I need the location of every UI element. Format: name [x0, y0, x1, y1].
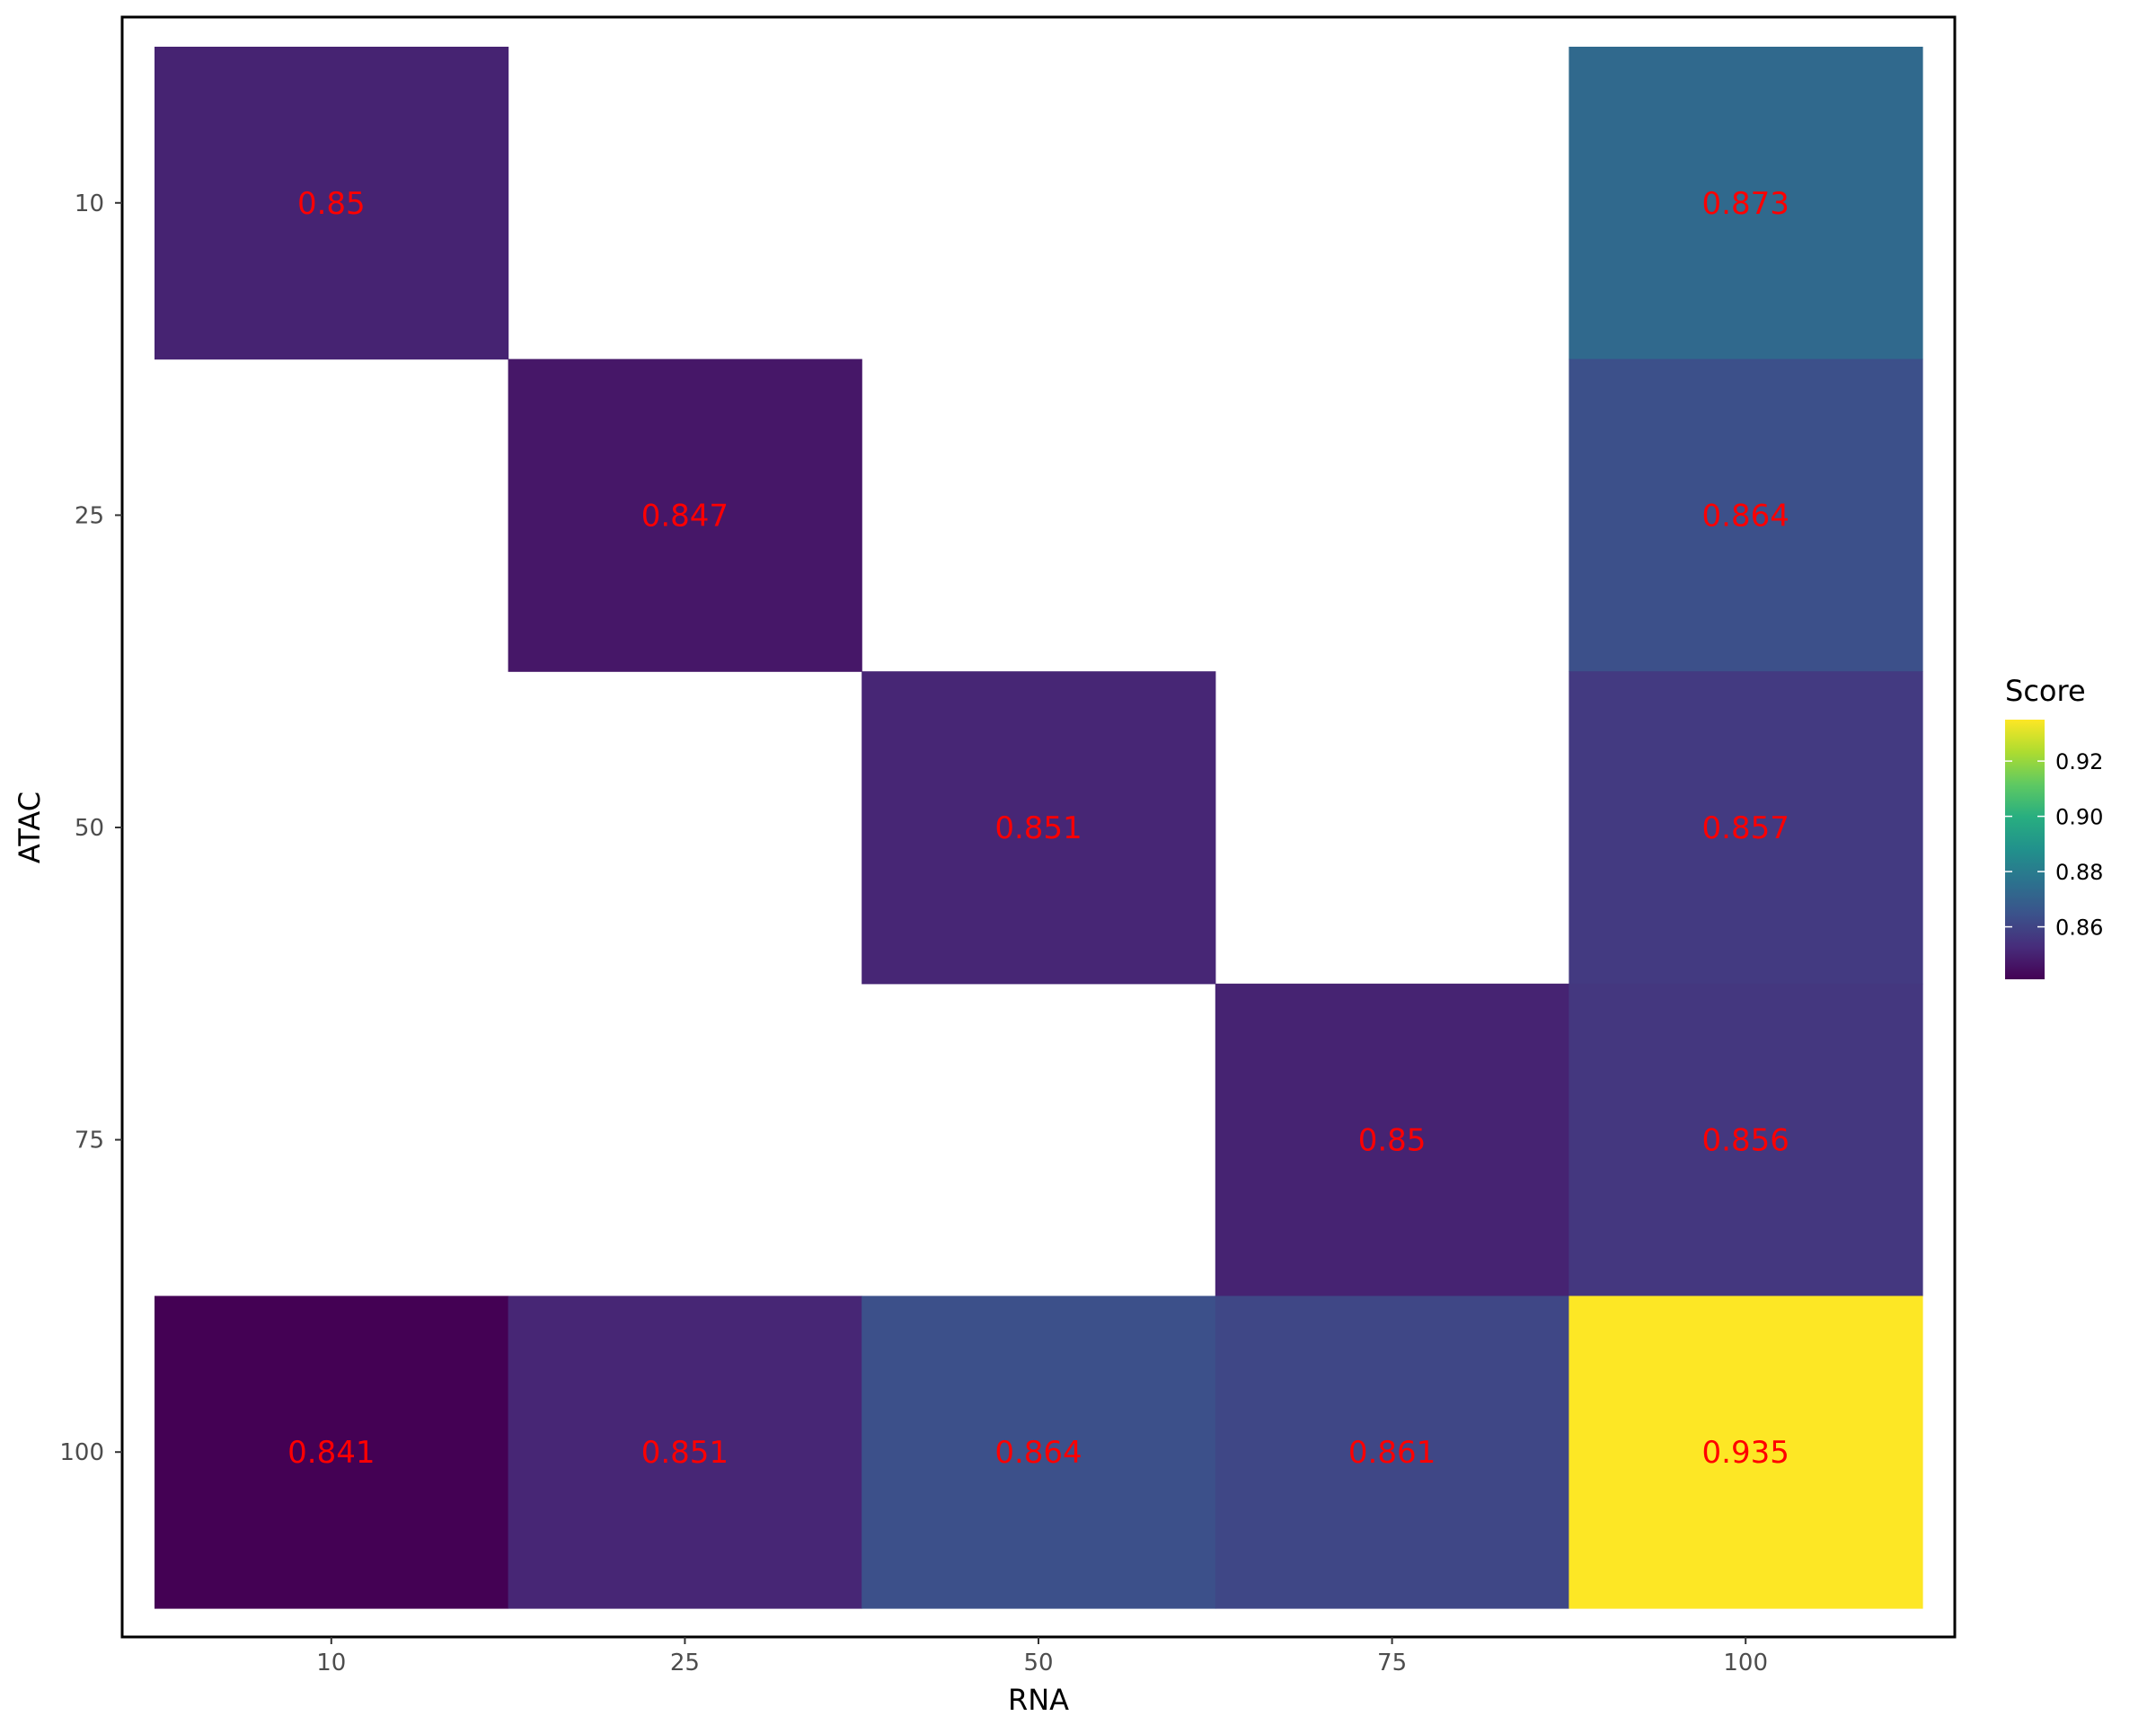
heatmap-cell [1215, 1296, 1569, 1609]
x-tick-label: 25 [670, 1650, 700, 1676]
cell-value-label: 0.85 [1358, 1123, 1427, 1159]
legend-tick-label: 0.90 [2055, 805, 2103, 830]
cell-value-label: 0.851 [641, 1435, 729, 1471]
color-legend: Score 0.86 0.88 0.90 0.92 [2005, 674, 2103, 979]
legend-colorbar [2005, 720, 2045, 979]
heatmap-cell [1568, 1296, 1923, 1609]
x-axis-title: RNA [1008, 1683, 1069, 1717]
cell-value-label: 0.864 [994, 1435, 1082, 1471]
y-tick-label: 50 [75, 815, 104, 842]
heatmap-cell [508, 358, 862, 672]
cell-value-label: 0.861 [1348, 1435, 1436, 1471]
x-tick-label: 75 [1377, 1650, 1407, 1676]
cell-labels: 0.85 0.873 0.847 0.864 0.851 0.857 0.85 0.856 0.… [287, 186, 1789, 1471]
cell-value-label: 0.851 [994, 810, 1082, 846]
heatmap-cells [155, 47, 1923, 1609]
y-axis-ticks: 10 25 50 75 100 [59, 190, 122, 1466]
heatmap-cell [1568, 358, 1923, 672]
heatmap-cell [1568, 47, 1923, 360]
cell-value-label: 0.935 [1702, 1435, 1789, 1471]
x-axis-ticks: 10 25 50 75 100 [316, 1637, 1768, 1676]
y-tick-label: 75 [75, 1128, 104, 1154]
cell-value-label: 0.841 [287, 1435, 375, 1471]
cell-value-label: 0.847 [641, 498, 729, 534]
cell-value-label: 0.856 [1702, 1123, 1789, 1159]
heatmap-cell [1215, 983, 1569, 1296]
y-axis-title: ATAC [13, 792, 47, 863]
heatmap-cell [1568, 671, 1923, 985]
heatmap-cell [155, 47, 509, 360]
heatmap-cell [508, 1296, 862, 1609]
y-tick-label: 10 [75, 190, 104, 217]
cell-value-label: 0.85 [297, 186, 366, 222]
legend-tick-label: 0.86 [2055, 916, 2103, 941]
cell-value-label: 0.864 [1702, 498, 1789, 534]
x-tick-label: 10 [316, 1650, 346, 1676]
legend-tick-label: 0.88 [2055, 860, 2103, 885]
x-tick-label: 100 [1723, 1650, 1768, 1676]
legend-tick-label: 0.92 [2055, 749, 2103, 774]
cell-value-label: 0.857 [1702, 810, 1789, 846]
legend-ticks: 0.86 0.88 0.90 0.92 [2005, 749, 2103, 941]
y-tick-label: 25 [75, 502, 104, 529]
heatmap-cell [1568, 983, 1923, 1296]
legend-title: Score [2005, 674, 2086, 708]
heatmap-cell [862, 1296, 1216, 1609]
cell-value-label: 0.873 [1702, 186, 1789, 222]
x-tick-label: 50 [1023, 1650, 1053, 1676]
y-tick-label: 100 [59, 1439, 104, 1466]
heatmap-cell [155, 1296, 509, 1609]
heatmap-cell [862, 671, 1216, 985]
